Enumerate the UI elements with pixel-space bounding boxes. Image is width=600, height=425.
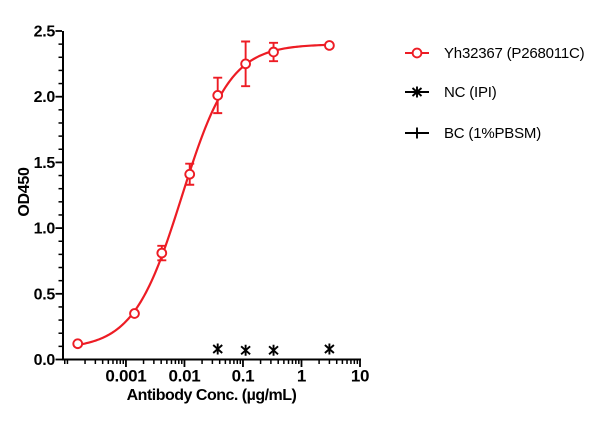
svg-text:0.01: 0.01 [169,367,201,386]
legend-label: BC (1%PBSM) [444,124,541,142]
svg-text:1: 1 [297,367,306,386]
legend-marker-star [405,86,429,98]
svg-text:0.001: 0.001 [105,367,146,386]
axis-spines [62,31,361,361]
series-markers [72,40,335,356]
legend-marker-open-circle [405,47,429,59]
x-axis-title: Antibody Conc. (µg/mL) [126,387,297,404]
svg-text:2.5: 2.5 [34,24,56,41]
legend-label: Yh32367 (P268011C) [444,44,585,62]
svg-text:2.0: 2.0 [34,89,56,106]
svg-text:0.5: 0.5 [34,286,56,303]
y-axis-title: OD450 [16,167,33,217]
error-bars [157,40,279,262]
svg-text:10: 10 [351,367,369,386]
y-axis-tick-labels: 0.0 0.5 1.0 1.5 2.0 2.5 [34,24,56,370]
svg-text:0.0: 0.0 [34,352,56,369]
legend-item-bc: BC (1%PBSM) [405,123,541,143]
y-axis-ticks [55,30,62,361]
legend-item-nc: NC (IPI) [405,82,497,102]
fit-curve [76,43,331,346]
x-axis-tick-labels: 0.001 0.01 0.1 1 10 [105,367,369,386]
svg-text:0.1: 0.1 [232,367,255,386]
svg-text:1.0: 1.0 [34,221,56,238]
legend-label: NC (IPI) [444,83,497,101]
x-axis-ticks [64,360,361,367]
legend-item-yh32367: Yh32367 (P268011C) [405,43,585,63]
legend-marker-plus [405,127,429,139]
svg-text:1.5: 1.5 [34,155,56,172]
